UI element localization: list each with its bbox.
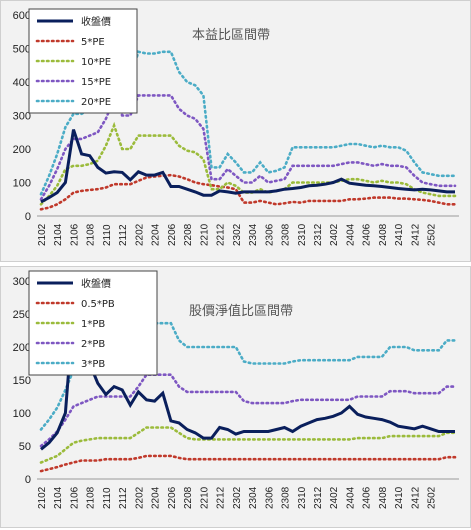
legend-label: 1*PB [81,319,105,330]
y-tick-label: 200 [13,144,31,156]
x-tick-label: 2306 [264,486,275,509]
legend-label: 20*PE [81,97,111,108]
series-line-1 [39,454,457,473]
legend-label: 3*PB [81,359,105,370]
x-tick-label: 2302 [232,223,243,246]
x-tick-label: 2406 [362,486,373,509]
series-line-2 [39,426,457,464]
legend-label: 2*PB [81,339,105,350]
legend-label: 5*PE [81,37,105,48]
x-tick-label: 2108 [86,223,97,246]
x-tick-label: 2102 [37,223,48,246]
x-tick-label: 2204 [151,486,162,509]
x-tick-label: 2110 [102,224,113,246]
x-tick-label: 2106 [69,486,80,509]
legend-label: 收盤價 [81,277,111,290]
x-tick-label: 2210 [199,223,210,246]
series-line-0 [40,129,455,204]
chart-title: 股價淨值比區間帶 [189,303,293,319]
x-tick-label: 2404 [345,486,356,509]
x-tick-label: 2212 [216,223,227,246]
x-tick-label: 2202 [134,486,145,509]
y-tick-label: 500 [13,44,31,56]
legend-label: 10*PE [81,57,111,68]
pb-band-chart-panel: 0 50 100 150 200 250 300 2102 2104 2106 2108 2110 21… [0,266,471,528]
legend-label: 15*PE [81,77,111,88]
x-tick-label: 2406 [362,223,373,246]
series-line-3 [39,373,457,448]
x-tick-label: 2408 [378,223,389,246]
x-tick-label: 2202 [134,223,145,246]
x-tick-label: 2502 [427,486,438,509]
series-line-4 [39,321,457,431]
x-tick-label: 2206 [167,486,178,509]
x-tick-label: 2208 [183,223,194,246]
x-tick-label: 2208 [183,486,194,509]
series-line-1 [39,173,457,211]
y-tick-label: 150 [13,375,31,387]
pe-band-chart-panel: 0 100 200 300 400 500 600 2102 2104 2106 2108 2110 2… [0,0,471,262]
pe-band-chart: 0 100 200 300 400 500 600 2102 2104 2106 2108 2110 2… [13,8,459,246]
y-tick-label: 50 [19,441,31,453]
x-tick-label: 2412 [410,223,421,246]
y-tick-label: 400 [13,77,31,89]
chart-title: 本益比區間帶 [192,28,270,43]
x-tick-label: 2106 [69,223,80,246]
series-line-0 [40,308,455,451]
x-tick-label: 2302 [232,486,243,509]
x-tick-label: 2110 [102,487,113,509]
x-tick-label: 2308 [281,223,292,246]
x-tick-label: 2304 [248,223,259,246]
legend-label: 收盤價 [81,15,111,28]
y-tick-label: 0 [25,211,31,223]
y-tick-label: 300 [13,111,31,123]
y-tick-label: 200 [13,342,31,354]
x-tick-label: 2306 [264,223,275,246]
x-tick-label: 2402 [329,486,340,509]
y-tick-label: 100 [13,178,31,190]
y-tick-label: 300 [13,276,31,288]
y-tick-label: 600 [13,10,31,22]
x-tick-label: 2108 [86,486,97,509]
x-tick-label: 2410 [394,223,405,246]
x-tick-label: 2312 [313,486,324,509]
x-tick-label: 2402 [329,223,340,246]
x-tick-label: 2312 [313,223,324,246]
x-tick-label: 2102 [37,486,48,509]
x-tick-label: 2412 [410,486,421,509]
x-tick-label: 2304 [248,486,259,509]
x-tick-label: 2404 [345,223,356,246]
x-tick-label: 2310 [297,223,308,246]
x-tick-label: 2310 [297,486,308,509]
y-tick-label: 100 [13,408,31,420]
x-tick-label: 2210 [199,486,210,509]
x-tick-label: 2502 [427,223,438,246]
x-tick-label: 2408 [378,486,389,509]
x-tick-label: 2204 [151,223,162,246]
x-tick-label: 2112 [118,224,129,246]
legend-label: 0.5*PB [81,299,115,310]
pb-band-chart: 0 50 100 150 200 250 300 2102 2104 2106 2108 2110 21… [13,270,459,509]
legend-box [28,270,158,376]
y-tick-label: 0 [25,474,31,486]
x-tick-label: 2206 [167,223,178,246]
x-tick-label: 2104 [53,486,64,509]
x-tick-label: 2308 [281,486,292,509]
x-tick-label: 2212 [216,486,227,509]
x-tick-label: 2112 [118,487,129,509]
y-tick-label: 250 [13,309,31,321]
x-tick-label: 2410 [394,486,405,509]
x-tick-label: 2104 [53,223,64,246]
